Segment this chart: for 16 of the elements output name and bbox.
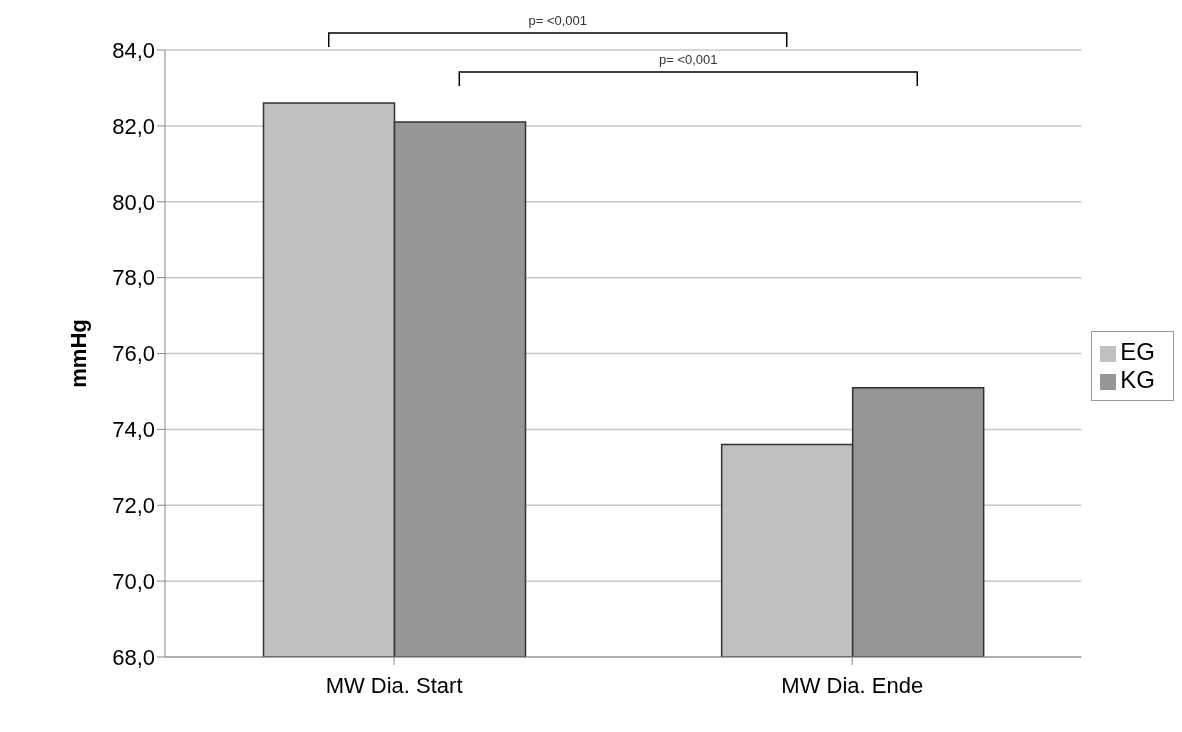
y-tick-label: 68,0 (112, 644, 155, 670)
legend-label: KG (1120, 366, 1155, 393)
x-tick-label: MW Dia. Ende (781, 672, 924, 698)
y-tick-label: 78,0 (112, 265, 155, 291)
y-tick-label: 82,0 (112, 113, 155, 139)
y-tick-label: 72,0 (112, 493, 155, 519)
y-tick-label: 74,0 (112, 417, 155, 443)
y-axis-title: mmHg (65, 319, 91, 388)
y-tick-label: 80,0 (112, 189, 155, 215)
y-tick-label: 84,0 (112, 37, 155, 63)
y-tick-label: 76,0 (112, 341, 155, 367)
y-tick-label: 70,0 (112, 568, 155, 594)
legend-label: EG (1120, 338, 1155, 365)
annotation: p= <0,001 (658, 52, 718, 67)
x-tick-label: MW Dia. Start (325, 672, 463, 698)
text: p= <0,001 (528, 13, 588, 28)
